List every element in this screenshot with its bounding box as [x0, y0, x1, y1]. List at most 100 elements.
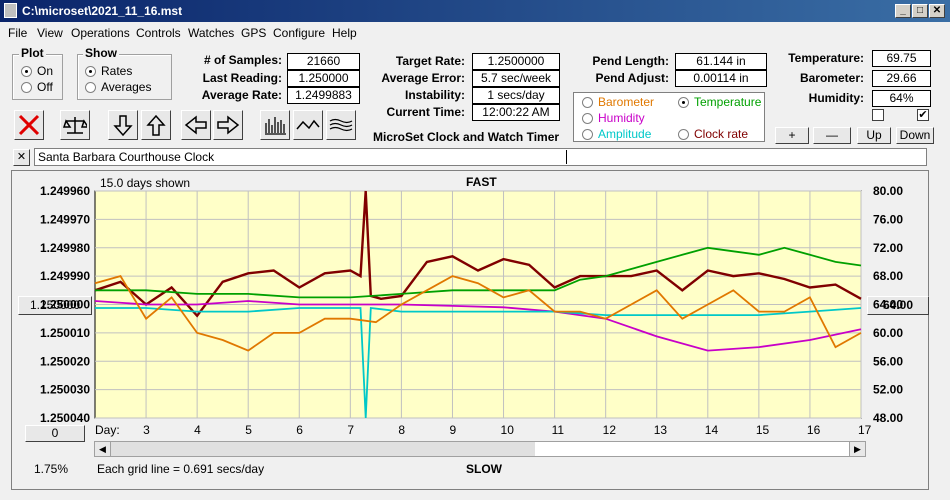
minimize-button[interactable]: _: [895, 4, 911, 18]
pend-length-label: Pend Length:: [592, 54, 669, 68]
sensor-barometer-label: Barometer: [598, 95, 655, 109]
zero-button[interactable]: 0: [25, 425, 85, 442]
stop-button[interactable]: [14, 110, 44, 140]
arrow-left-icon: [184, 115, 207, 135]
down-button[interactable]: Down: [896, 127, 934, 144]
y-right-tick-label: 60.00: [873, 326, 903, 340]
radio-dot-icon: [21, 65, 32, 77]
menu-configure[interactable]: Configure: [273, 26, 326, 40]
show-averages-radio[interactable]: Averages: [85, 80, 151, 94]
menu-watches[interactable]: Watches: [188, 26, 235, 40]
checkbox-2[interactable]: ✔: [917, 109, 929, 121]
wave-button[interactable]: [293, 110, 323, 140]
x-tick-label: 8: [398, 423, 405, 437]
radio-dot-icon: [678, 96, 689, 108]
pend-adjust-label: Pend Adjust:: [595, 71, 669, 85]
horizontal-scrollbar[interactable]: ◀ ▶: [94, 441, 866, 457]
average-rate-value: 1.2499883: [287, 87, 360, 104]
multi-wave-icon: [329, 118, 353, 132]
clear-clock-button[interactable]: ✕: [13, 149, 30, 166]
show-group: [77, 54, 172, 100]
center-rate-button[interactable]: 1.250000: [18, 296, 92, 315]
y-right-tick-label: 72.00: [873, 241, 903, 255]
menu-help[interactable]: Help: [332, 26, 357, 40]
y-left-tick-label: 1.250040: [40, 411, 90, 425]
last-reading-value: 1.250000: [287, 70, 360, 87]
y-left-tick-label: 1.249970: [40, 212, 90, 226]
radio-dot-icon: [582, 128, 593, 140]
close-window-button[interactable]: ✕: [929, 4, 945, 18]
text-cursor: [566, 150, 567, 164]
plot-off-radio[interactable]: Off: [21, 80, 53, 94]
up-button[interactable]: Up: [857, 127, 891, 144]
humidity-value: 64%: [872, 90, 931, 107]
fast-label: FAST: [466, 175, 497, 189]
series-line-humidity: [94, 300, 862, 352]
right-scale-button[interactable]: 64.00: [867, 296, 929, 315]
sensor-options-box: [573, 92, 765, 142]
show-rates-radio[interactable]: Rates: [85, 64, 132, 78]
y-left-tick-label: 1.250030: [40, 383, 90, 397]
average-error-label: Average Error:: [381, 71, 465, 85]
y-right-tick-label: 52.00: [873, 383, 903, 397]
samples-value: 21660: [287, 53, 360, 70]
up-arrow-button[interactable]: [141, 110, 171, 140]
x-tick-label: 13: [654, 423, 668, 437]
y-right-tick-label: 56.00: [873, 354, 903, 368]
sensor-temperature-label: Temperature: [694, 95, 762, 109]
sensor-humidity-radio[interactable]: Humidity: [582, 111, 645, 125]
temperature-label: Temperature:: [788, 51, 864, 65]
menu-operations[interactable]: Operations: [71, 26, 130, 40]
balance-button[interactable]: [60, 110, 90, 140]
title-bar: C:\microset\2021_11_16.mst _ □ ✕: [0, 0, 950, 22]
slow-label: SLOW: [466, 462, 502, 476]
y-left-tick-label: 1.249980: [40, 241, 90, 255]
x-tick-label: 4: [194, 423, 201, 437]
menu-gps[interactable]: GPS: [241, 26, 267, 40]
sensor-barometer-radio[interactable]: Barometer: [582, 95, 654, 109]
sensor-clockrate-radio[interactable]: Clock rate: [678, 127, 748, 141]
plot-off-label: Off: [37, 80, 53, 94]
clock-name-field[interactable]: Santa Barbara Courthouse Clock: [34, 148, 927, 166]
last-reading-label: Last Reading:: [202, 71, 282, 85]
y-right-tick-label: 64.00: [873, 298, 903, 312]
scroll-thumb[interactable]: [535, 442, 849, 456]
checkbox-1[interactable]: [872, 109, 884, 121]
samples-label: # of Samples:: [203, 53, 282, 67]
barometer-label: Barometer:: [799, 71, 864, 85]
y-right-tick-label: 68.00: [873, 269, 903, 283]
minus-button[interactable]: —: [813, 127, 851, 144]
show-rates-label: Rates: [101, 64, 133, 78]
sensor-amplitude-label: Amplitude: [598, 127, 652, 141]
instability-label: Instability:: [404, 88, 465, 102]
plot-group-title: Plot: [19, 46, 46, 60]
plot-on-radio[interactable]: On: [21, 64, 53, 78]
down-arrow-button[interactable]: [108, 110, 138, 140]
grid-note: Each grid line = 0.691 secs/day: [97, 462, 265, 476]
bar-chart-button[interactable]: [260, 110, 290, 140]
instability-value: 1 secs/day: [472, 87, 560, 104]
plus-button[interactable]: +: [775, 127, 809, 144]
y-right-tick-label: 76.00: [873, 212, 903, 226]
multi-wave-button[interactable]: [326, 110, 356, 140]
sensor-clockrate-label: Clock rate: [694, 127, 749, 141]
scroll-left-icon[interactable]: ◀: [95, 442, 111, 456]
sensor-amplitude-radio[interactable]: Amplitude: [582, 127, 651, 141]
menu-controls[interactable]: Controls: [136, 26, 181, 40]
sensor-temperature-radio[interactable]: Temperature: [678, 95, 761, 109]
series-line-clock-rate: [94, 190, 862, 318]
current-time-value: 12:00:22 AM: [472, 104, 560, 121]
menu-file[interactable]: File: [8, 26, 28, 40]
average-rate-label: Average Rate:: [201, 88, 282, 102]
x-tick-label: 3: [143, 423, 150, 437]
menu-view[interactable]: View: [37, 26, 63, 40]
maximize-button[interactable]: □: [912, 4, 928, 18]
left-arrow-button[interactable]: [181, 110, 211, 140]
current-time-label: Current Time:: [386, 105, 465, 119]
scroll-right-icon[interactable]: ▶: [849, 442, 865, 456]
radio-dot-icon: [678, 128, 689, 140]
target-rate-label: Target Rate:: [395, 54, 465, 68]
right-arrow-button[interactable]: [213, 110, 243, 140]
stop-x-icon: [18, 114, 40, 136]
x-tick-label: 9: [449, 423, 456, 437]
